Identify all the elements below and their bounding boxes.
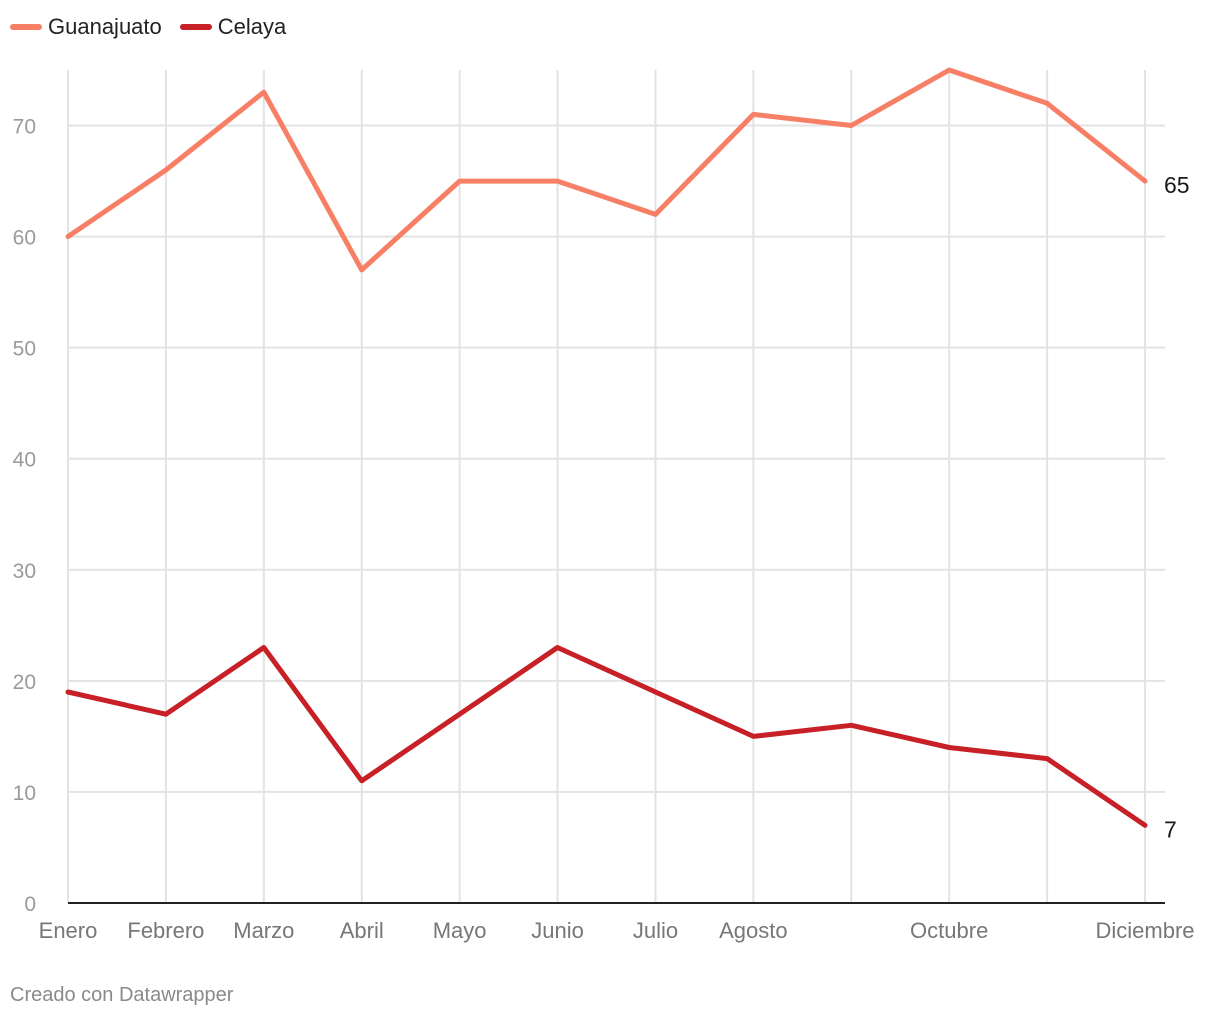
legend-label-guanajuato: Guanajuato: [48, 14, 162, 39]
end-value-label-guanajuato: 65: [1164, 172, 1190, 198]
x-tick-label: Junio: [531, 918, 584, 943]
label-layer: 0 10 20 30 40 50 60 70 Enero Febrero Marzo Abril May…: [13, 116, 1195, 943]
x-tick-label: Abril: [340, 918, 384, 943]
legend-swatch-celaya: [179, 24, 212, 30]
end-value-label-celaya: 7: [1164, 816, 1177, 842]
y-tick-label: 50: [13, 338, 36, 361]
grid-layer: [67, 70, 1165, 904]
y-tick-label: 0: [24, 893, 36, 916]
y-tick-label: 10: [13, 782, 36, 805]
x-tick-label: Octubre: [910, 918, 988, 943]
y-tick-label: 40: [13, 449, 36, 472]
series-line-celaya: [65, 645, 1148, 828]
x-tick-label: Diciembre: [1095, 918, 1194, 943]
series-layer: [65, 67, 1148, 828]
footer-credit: Creado con Datawrapper: [10, 984, 234, 1006]
series-line-guanajuato: [65, 67, 1148, 273]
y-tick-label: 70: [13, 116, 36, 139]
y-tick-label: 30: [13, 560, 36, 583]
x-tick-label: Agosto: [719, 918, 788, 943]
legend-swatch-guanajuato: [10, 24, 42, 30]
y-tick-label: 60: [13, 227, 36, 250]
x-tick-label: Marzo: [233, 918, 294, 943]
x-tick-label: Febrero: [127, 918, 204, 943]
legend-item-guanajuato: Guanajuato: [10, 14, 162, 40]
legend: Guanajuato Celaya: [10, 14, 286, 40]
x-tick-label: Enero: [39, 918, 98, 943]
legend-label-celaya: Celaya: [217, 14, 287, 39]
x-tick-label: Julio: [633, 918, 678, 943]
y-tick-label: 20: [13, 671, 36, 694]
x-tick-label: Mayo: [433, 918, 487, 943]
legend-item-celaya: Celaya: [179, 14, 287, 40]
